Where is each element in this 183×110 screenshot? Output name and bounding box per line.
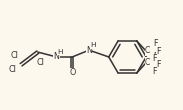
Text: F: F bbox=[156, 60, 161, 69]
Text: H: H bbox=[90, 42, 96, 48]
Text: N: N bbox=[54, 52, 59, 61]
Text: H: H bbox=[58, 49, 63, 55]
Text: F: F bbox=[152, 67, 157, 76]
Text: C: C bbox=[145, 46, 150, 55]
Text: C: C bbox=[145, 58, 150, 67]
Text: F: F bbox=[153, 39, 158, 48]
Text: Cl: Cl bbox=[8, 65, 16, 74]
Text: F: F bbox=[152, 54, 157, 63]
Text: Cl: Cl bbox=[37, 58, 45, 67]
Text: N: N bbox=[86, 46, 92, 55]
Text: O: O bbox=[69, 68, 75, 77]
Text: F: F bbox=[153, 52, 158, 61]
Text: F: F bbox=[156, 47, 161, 56]
Text: Cl: Cl bbox=[10, 51, 18, 61]
